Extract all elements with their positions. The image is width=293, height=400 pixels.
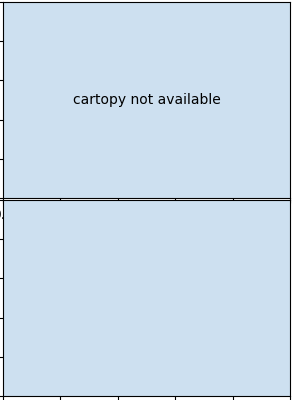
Text: cartopy not available: cartopy not available <box>73 93 220 107</box>
